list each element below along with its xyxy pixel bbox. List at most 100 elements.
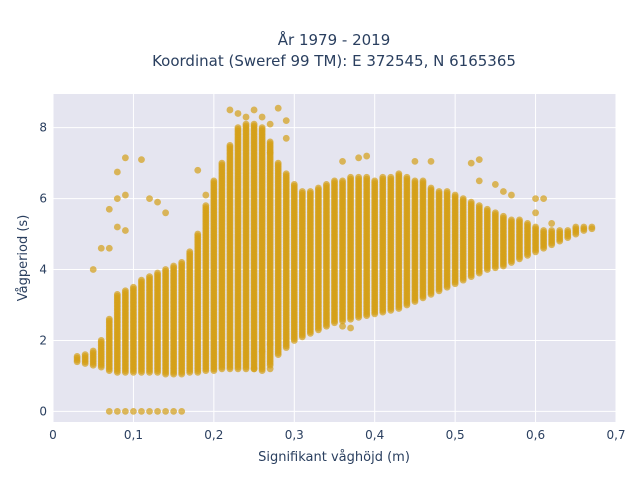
data-point xyxy=(339,322,346,330)
data-point xyxy=(298,188,306,195)
data-point xyxy=(234,110,242,117)
data-point xyxy=(395,170,403,178)
data-point xyxy=(202,191,210,199)
x-tick-label: 0,7 xyxy=(606,428,625,442)
data-point xyxy=(572,223,580,231)
data-point xyxy=(532,223,539,231)
data-point xyxy=(363,152,371,160)
data-point xyxy=(121,154,129,162)
data-point xyxy=(113,223,121,231)
y-tick-label: 2 xyxy=(39,333,47,347)
data-points xyxy=(73,104,596,415)
data-point xyxy=(419,177,427,185)
data-point xyxy=(403,173,411,181)
data-point xyxy=(194,166,202,174)
data-point xyxy=(105,244,113,252)
data-point xyxy=(451,191,459,199)
data-point xyxy=(443,188,451,195)
data-point xyxy=(170,262,178,270)
data-point xyxy=(130,283,137,291)
data-point xyxy=(154,407,161,415)
data-point xyxy=(202,202,210,210)
data-point xyxy=(154,269,161,277)
data-point xyxy=(258,124,266,132)
x-axis-title: Signifikant våghöjd (m) xyxy=(258,450,410,465)
data-point xyxy=(250,365,258,373)
x-tick-label: 0,6 xyxy=(526,428,545,442)
data-point xyxy=(258,367,266,374)
data-point xyxy=(532,195,539,203)
data-point xyxy=(105,205,113,213)
data-point xyxy=(315,184,322,192)
data-point xyxy=(282,134,290,142)
data-point xyxy=(266,340,274,348)
data-point xyxy=(564,227,572,234)
data-point xyxy=(121,287,129,295)
data-point xyxy=(331,177,338,185)
data-point xyxy=(154,198,161,206)
y-tick-label: 8 xyxy=(39,121,47,135)
data-point xyxy=(379,173,387,181)
data-point xyxy=(146,273,153,281)
data-point xyxy=(500,212,507,220)
data-point xyxy=(234,124,242,132)
data-point xyxy=(266,365,274,373)
data-point xyxy=(138,156,145,164)
data-point xyxy=(306,188,314,195)
data-point xyxy=(266,149,274,156)
data-point xyxy=(588,223,596,231)
data-point xyxy=(347,324,354,332)
data-point xyxy=(475,177,483,185)
data-point xyxy=(226,142,234,149)
data-point xyxy=(89,266,97,273)
data-point xyxy=(282,170,290,178)
data-point xyxy=(371,177,379,185)
data-point xyxy=(266,120,274,128)
data-point xyxy=(97,244,105,252)
data-point xyxy=(411,157,419,165)
data-point xyxy=(266,138,274,146)
data-point xyxy=(274,159,282,167)
x-tick-label: 0,3 xyxy=(285,428,304,442)
data-point xyxy=(194,230,202,238)
data-point xyxy=(435,188,443,195)
data-point xyxy=(242,120,250,128)
data-point xyxy=(516,216,523,224)
data-point xyxy=(580,223,588,231)
x-tick-label: 0,2 xyxy=(204,428,223,442)
data-point xyxy=(323,181,330,188)
data-point xyxy=(411,177,419,185)
data-point xyxy=(146,407,153,415)
data-point xyxy=(483,205,491,213)
data-point xyxy=(226,106,234,114)
data-point xyxy=(290,181,298,188)
data-point xyxy=(121,191,129,199)
data-point xyxy=(508,216,515,224)
data-point xyxy=(548,227,556,234)
data-point xyxy=(475,156,483,164)
data-point xyxy=(532,209,539,217)
data-point xyxy=(524,220,531,227)
data-point xyxy=(250,106,258,114)
data-point xyxy=(121,227,129,234)
y-tick-label: 0 xyxy=(39,404,47,418)
data-point xyxy=(556,227,564,234)
data-point xyxy=(459,195,467,203)
data-point xyxy=(250,120,258,128)
data-point xyxy=(162,209,170,217)
y-tick-label: 4 xyxy=(39,263,47,277)
data-point xyxy=(500,188,507,195)
data-point xyxy=(258,113,266,121)
data-point xyxy=(162,266,170,273)
data-point xyxy=(387,173,395,181)
data-point xyxy=(427,157,435,165)
x-tick-label: 0 xyxy=(49,428,57,442)
data-point xyxy=(113,290,121,298)
data-point xyxy=(113,168,121,176)
data-point xyxy=(146,195,153,203)
data-point xyxy=(186,248,194,256)
data-point xyxy=(178,259,186,266)
data-point xyxy=(170,407,178,415)
data-point xyxy=(105,315,113,323)
